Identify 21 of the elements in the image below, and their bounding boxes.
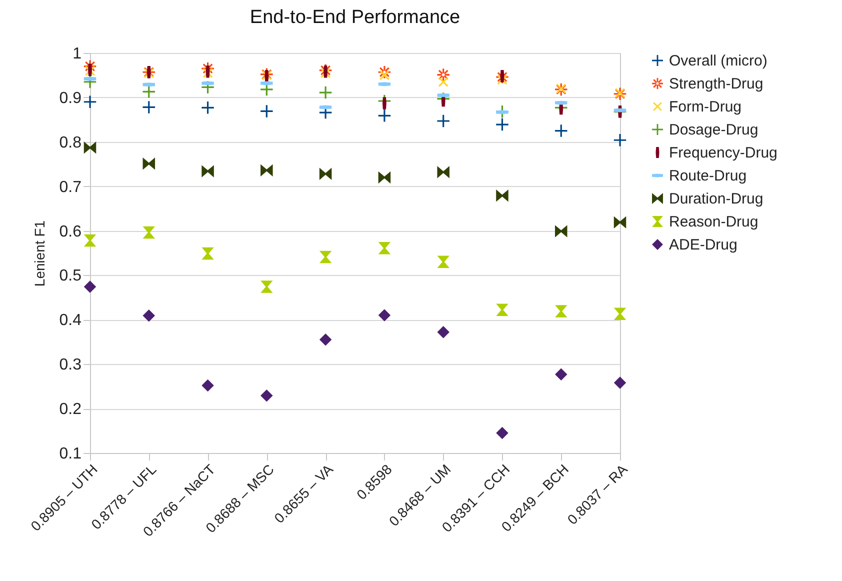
legend-label: Strength-Drug (669, 76, 764, 92)
legend-label: Route-Drug (669, 168, 747, 184)
legend-label: Dosage-Drug (669, 122, 758, 138)
y-tick-label: 1 (72, 46, 82, 62)
legend-label: Form-Drug (669, 98, 742, 116)
legend-label: ADE-Drug (669, 236, 738, 254)
legend-label: Duration-Drug (669, 190, 764, 208)
y-tick-label: 0.9 (59, 90, 82, 107)
y-tick-label: 0.1 (59, 446, 82, 462)
legend-label: Reason-Drug (669, 214, 758, 230)
legend-label: Frequency-Drug (669, 144, 778, 162)
y-tick-label: 0.2 (59, 401, 82, 418)
legend-label: Overall (micro) (669, 52, 768, 70)
y-axis-title: Lenient F1 (31, 220, 48, 287)
chart-title: End-to-End Performance (250, 7, 460, 28)
y-tick-label: 0.4 (59, 312, 82, 330)
y-tick-label: 0.6 (59, 223, 82, 240)
y-tick-label: 0.5 (59, 268, 82, 285)
y-tick-label: 0.3 (59, 356, 82, 374)
y-tick-label: 0.8 (59, 134, 82, 152)
y-tick-label: 0.7 (59, 178, 82, 196)
